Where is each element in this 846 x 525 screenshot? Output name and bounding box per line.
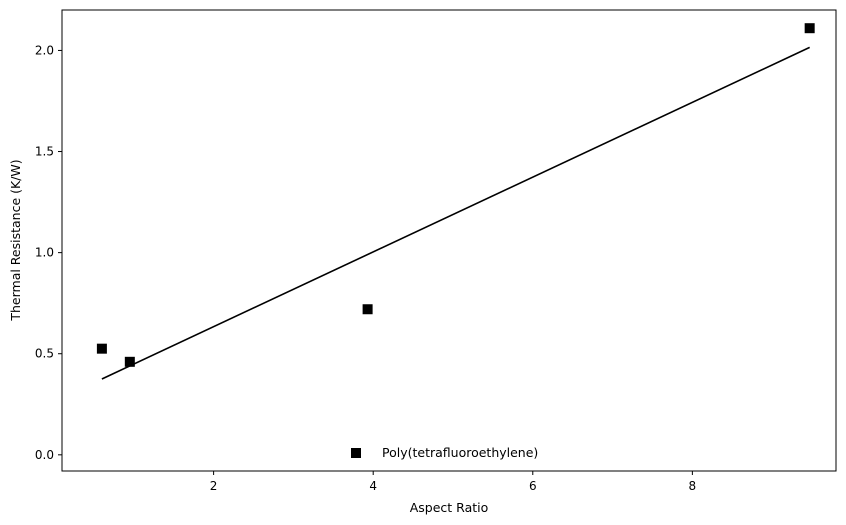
x-tick-label: 8 — [689, 479, 697, 493]
x-ticks: 2 4 6 8 — [210, 471, 696, 493]
legend-label: Poly(tetrafluoroethylene) — [382, 445, 538, 460]
y-tick-label: 2.0 — [35, 43, 54, 57]
y-tick-label: 0.5 — [35, 347, 54, 361]
data-point — [362, 304, 373, 315]
y-axis-label: Thermal Resistance (K/W) — [8, 159, 23, 321]
legend-marker — [351, 448, 361, 458]
plot-frame — [61, 9, 837, 472]
y-tick-label: 0.0 — [35, 448, 54, 462]
fit-line — [101, 46, 811, 380]
x-tick-label: 6 — [529, 479, 537, 493]
data-point — [96, 343, 107, 354]
legend: Poly(tetrafluoroethylene) — [351, 445, 538, 460]
data-point — [804, 23, 815, 34]
y-tick-label: 1.5 — [35, 145, 54, 159]
x-tick-label: 4 — [369, 479, 377, 493]
y-ticks: 0.0 0.5 1.0 1.5 2.0 — [35, 43, 62, 462]
x-axis-label: Aspect Ratio — [410, 500, 489, 515]
points-layer — [96, 23, 815, 367]
y-tick-label: 1.0 — [35, 246, 54, 260]
x-tick-label: 2 — [210, 479, 218, 493]
plot-area — [62, 10, 836, 471]
data-point — [124, 356, 135, 367]
fit-line-layer — [101, 46, 811, 380]
